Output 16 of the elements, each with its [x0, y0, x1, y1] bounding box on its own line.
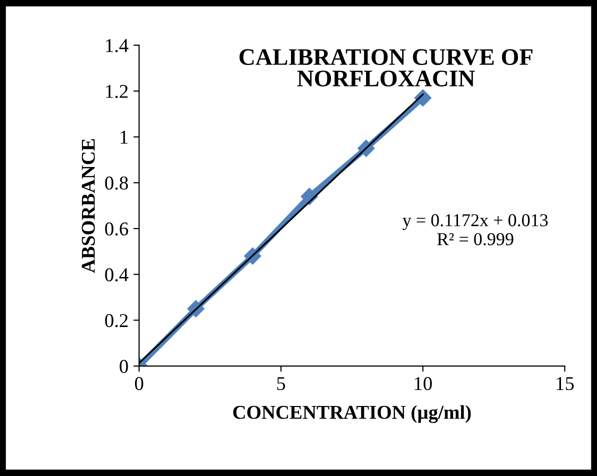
x-axis-title: CONCENTRATION (µg/ml)	[233, 405, 471, 423]
y-tick-label: 1.2	[106, 84, 128, 98]
y-tick-label: 0.2	[105, 314, 128, 328]
x-tick-label: 0	[134, 377, 144, 390]
y-tick-label: 1	[120, 130, 128, 144]
x-tick-label: 10	[414, 377, 432, 390]
y-tick-label: 1.4	[106, 39, 128, 52]
y-tick-label: 0	[120, 360, 128, 373]
x-tick-label: 15	[556, 377, 574, 390]
y-tick-label: 0.4	[105, 268, 128, 282]
y-tick-label: 0.8	[105, 176, 128, 190]
chart-title: CALIBRATION CURVE OF NORFLOXACIN	[240, 49, 532, 86]
y-axis-title: ABSORBANCE	[82, 139, 95, 273]
x-tick-label: 5	[277, 377, 286, 390]
annotation: y = 0.1172x + 0.013 R² = 0.999	[402, 214, 548, 246]
y-tick-label: 0.6	[105, 222, 128, 236]
